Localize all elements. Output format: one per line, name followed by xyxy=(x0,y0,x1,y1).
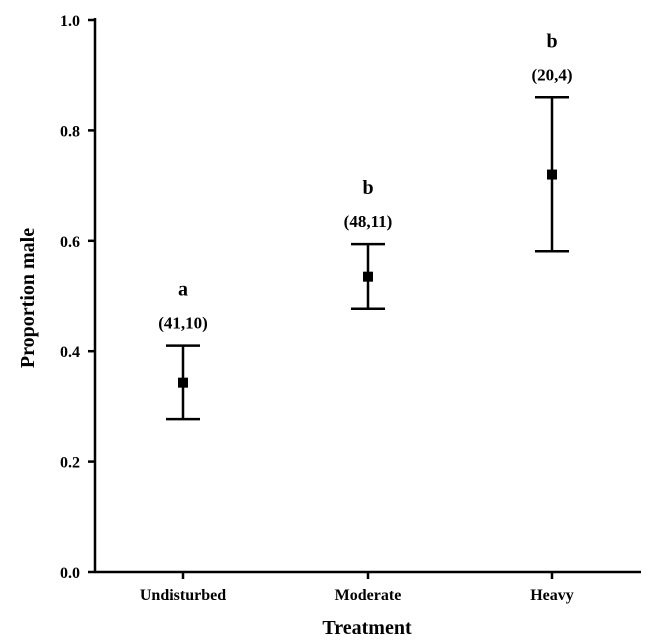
data-marks: (41,10) a (48,11) b (20,4) b xyxy=(158,30,573,421)
y-axis-ticks: 0.0 0.2 0.4 0.6 0.8 1.0 xyxy=(60,13,95,582)
significance-letter-1: b xyxy=(362,177,373,199)
x-tick-label-2: Heavy xyxy=(530,587,574,604)
y-tick-label-5: 1.0 xyxy=(60,13,80,30)
data-point-group-1: (48,11) b xyxy=(344,177,393,310)
data-point-2 xyxy=(547,169,557,180)
x-axis-ticks: Undisturbed Moderate Heavy xyxy=(140,572,574,604)
data-point-group-0: (41,10) a xyxy=(158,279,208,421)
x-axis-title: Treatment xyxy=(322,617,412,639)
y-tick-label-1: 0.2 xyxy=(60,455,80,472)
sample-size-label-2: (20,4) xyxy=(531,65,572,84)
y-tick-label-3: 0.6 xyxy=(60,234,80,251)
significance-letter-0: a xyxy=(178,279,188,301)
sample-size-label-0: (41,10) xyxy=(158,314,208,333)
x-tick-label-0: Undisturbed xyxy=(140,587,226,604)
data-point-group-2: (20,4) b xyxy=(531,30,573,253)
data-point-0 xyxy=(178,377,188,388)
sample-size-label-1: (48,11) xyxy=(344,212,393,231)
y-tick-label-2: 0.4 xyxy=(60,344,80,361)
y-axis-title: Proportion male xyxy=(17,228,39,368)
significance-letter-2: b xyxy=(546,30,557,52)
y-tick-label-0: 0.0 xyxy=(60,565,80,582)
data-point-1 xyxy=(363,271,373,282)
y-tick-label-4: 0.8 xyxy=(60,123,80,140)
x-tick-label-1: Moderate xyxy=(335,587,402,604)
